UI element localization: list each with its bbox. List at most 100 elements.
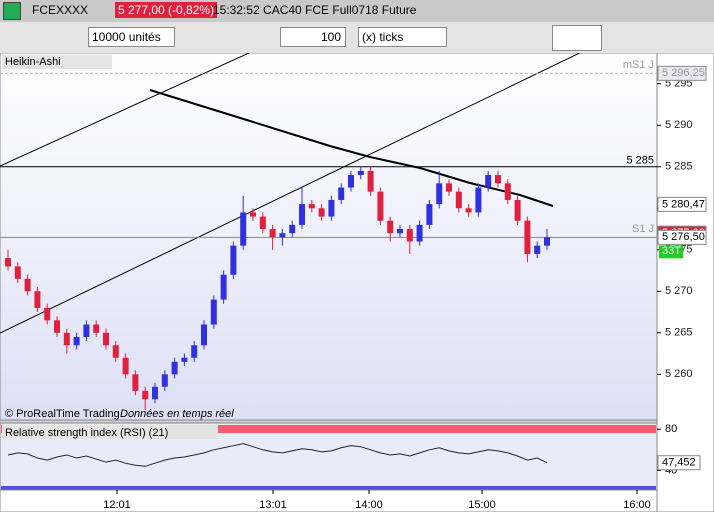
quantity-select[interactable]: 10000 unités <box>88 27 175 47</box>
candle-body <box>93 324 100 333</box>
y-tick-label: 5 270 <box>665 285 693 297</box>
candle-body <box>5 258 11 267</box>
candle-body <box>318 208 325 217</box>
candle-body <box>103 332 109 346</box>
candle-body <box>485 175 492 188</box>
candle-body <box>142 390 149 400</box>
y-tick-label: 5 285 <box>665 161 693 173</box>
candle-body <box>377 191 384 221</box>
candle-body <box>357 170 364 176</box>
candle-body <box>416 224 423 242</box>
candle-body <box>171 361 178 375</box>
panel-header <box>2 55 112 69</box>
symbol[interactable]: FCEXXXX <box>32 3 89 17</box>
candle-body <box>504 183 511 200</box>
y-tick-label: 80 <box>665 423 677 435</box>
price-panel <box>0 53 658 421</box>
candle-body <box>24 278 31 292</box>
chart-type-button[interactable] <box>552 25 602 51</box>
candle-body <box>338 187 345 200</box>
level-label: 5 280,47 <box>662 198 705 210</box>
trend-line <box>149 89 554 207</box>
y-tick-label: 5 260 <box>665 368 693 380</box>
level-tag: S1 J <box>632 223 654 235</box>
y-tick-label: 5 290 <box>665 119 693 131</box>
level-box <box>657 65 707 81</box>
info: 15:32:52 CAC40 FCE Full0718 Future <box>213 3 417 17</box>
candle-body <box>54 320 60 333</box>
candle-body <box>63 332 70 346</box>
candle-body <box>161 374 168 387</box>
candle-body <box>289 224 296 234</box>
candle-body <box>259 216 266 230</box>
candle-body <box>201 324 207 346</box>
oversold-zone <box>1 486 656 490</box>
price: 5 277,00 (-0,82%) <box>115 2 218 18</box>
candle-body <box>328 199 335 217</box>
panel-header <box>2 425 218 439</box>
trend-line <box>0 53 581 334</box>
ticks-input[interactable]: 100 <box>280 27 346 47</box>
top-bar: FCEXXXX 5 277,00 (-0,82%) 15:32:52 CAC40… <box>0 0 714 23</box>
candle-body <box>210 299 217 325</box>
candle-body <box>269 229 276 238</box>
candle-body <box>34 291 41 308</box>
candle-body <box>279 233 286 238</box>
ticks-select[interactable]: (x) ticks <box>358 27 447 47</box>
candle-body <box>112 345 119 358</box>
candle-body <box>152 386 158 400</box>
rsi-line <box>7 443 548 467</box>
level-label: 5 285 <box>626 155 654 167</box>
candle-body <box>495 175 501 184</box>
candle-body <box>122 357 129 375</box>
level-tag: mS1 J <box>623 59 654 71</box>
candle-body <box>465 208 472 213</box>
rsi-box <box>657 455 701 471</box>
toolbar: 10000 unités 100 (x) ticks <box>0 22 714 53</box>
watermark-note: Données en temps réel <box>120 408 234 420</box>
candle-body <box>514 199 521 221</box>
candle-body <box>436 183 443 205</box>
candle-body <box>220 274 227 300</box>
price-axis <box>656 53 714 512</box>
candle-body <box>250 212 256 217</box>
candle-body <box>181 357 188 362</box>
candle-body <box>230 245 237 275</box>
panel-title: Heikin-Ashi <box>5 56 61 68</box>
volume-tag: 33T <box>662 245 681 257</box>
y-tick-label: 5 265 <box>665 327 693 339</box>
volume-box <box>659 245 683 259</box>
level-label: 5 276,50 <box>662 231 705 243</box>
candle-body <box>406 229 413 242</box>
candle-body <box>367 170 374 192</box>
candle-body <box>83 324 90 337</box>
level-label: 5 296,25 <box>662 67 705 79</box>
level-box <box>657 196 707 212</box>
icon[interactable] <box>3 2 21 20</box>
panel-title: Relative strength index (RSI) (21) <box>5 427 168 439</box>
candle-body <box>14 266 21 279</box>
candle-body <box>475 187 482 213</box>
chart: Heikin-Ashi © ProRealTime Trading Donnée… <box>0 53 714 512</box>
rsi-label: 47,452 <box>662 457 696 469</box>
candle-body <box>44 307 51 321</box>
x-tick-label: 16:00 <box>623 499 651 511</box>
candle-body <box>397 229 403 234</box>
candle-body <box>240 212 247 246</box>
candle-body <box>73 336 80 346</box>
candle-body <box>348 175 354 188</box>
x-tick-label: 14:00 <box>355 499 383 511</box>
watermark: © ProRealTime Trading <box>5 408 120 420</box>
trend-line <box>0 53 251 167</box>
candle-body <box>534 245 541 254</box>
candle-body <box>446 183 452 192</box>
candle-body <box>299 204 305 225</box>
candle-body <box>191 345 198 358</box>
candle-body <box>132 374 139 391</box>
x-tick-label: 15:00 <box>468 499 496 511</box>
candle-body <box>524 220 531 254</box>
candle-body <box>455 191 462 209</box>
x-tick-label: 12:01 <box>103 499 131 511</box>
x-tick-label: 13:01 <box>259 499 287 511</box>
